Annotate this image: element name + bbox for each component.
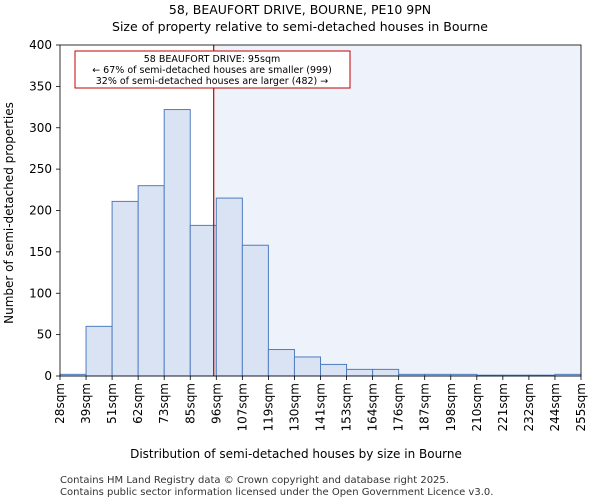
x-tick-label: 107sqm bbox=[235, 383, 249, 431]
bar-141sqm bbox=[320, 363, 348, 377]
x-axis-label: Distribution of semi-detached houses by … bbox=[130, 447, 462, 461]
chart-title: 58, BEAUFORT DRIVE, BOURNE, PE10 9PN bbox=[169, 2, 431, 17]
annotation-box bbox=[74, 50, 351, 89]
y-axis-label: Number of semi-detached properties bbox=[2, 102, 16, 324]
x-tick-label: 85sqm bbox=[183, 383, 197, 424]
x-tick-label: 62sqm bbox=[131, 383, 145, 424]
footer-line-2: Contains public sector information licen… bbox=[60, 487, 493, 498]
x-tick-label: 176sqm bbox=[392, 383, 406, 431]
x-tick-label: 255sqm bbox=[574, 383, 588, 431]
bar-62sqm bbox=[137, 185, 165, 377]
x-tick-label: 164sqm bbox=[366, 383, 380, 431]
annotation-title: 58 BEAUFORT DRIVE: 95sqm bbox=[144, 54, 281, 65]
bar-107sqm bbox=[241, 244, 269, 377]
x-tick-label: 153sqm bbox=[340, 383, 354, 431]
annotation-larger: 32% of semi-detached houses are larger (… bbox=[96, 76, 329, 87]
chart-subtitle: Size of property relative to semi-detach… bbox=[112, 19, 488, 34]
bar-73sqm bbox=[163, 109, 191, 377]
x-tick-label: 141sqm bbox=[314, 383, 328, 431]
y-tick-label: 0 bbox=[44, 369, 52, 383]
bar-153sqm bbox=[346, 368, 374, 377]
footer-line-1: Contains HM Land Registry data © Crown c… bbox=[60, 475, 449, 486]
larger-region-shading bbox=[213, 45, 581, 376]
y-tick-label: 200 bbox=[29, 204, 52, 218]
x-tick-label: 210sqm bbox=[470, 383, 484, 431]
bar-85sqm bbox=[189, 224, 217, 377]
y-tick-label: 300 bbox=[29, 121, 52, 135]
bar-130sqm bbox=[293, 356, 322, 377]
x-tick-label: 96sqm bbox=[209, 383, 223, 424]
bar-164sqm bbox=[372, 368, 400, 377]
x-tick-label: 244sqm bbox=[548, 383, 562, 431]
x-tick-label: 221sqm bbox=[496, 383, 510, 431]
bar-39sqm bbox=[85, 325, 113, 377]
x-tick-label: 39sqm bbox=[79, 383, 93, 424]
annotation-smaller: ← 67% of semi-detached houses are smalle… bbox=[92, 65, 332, 76]
x-tick-label: 28sqm bbox=[53, 383, 67, 424]
x-tick-label: 198sqm bbox=[444, 383, 458, 431]
y-tick-label: 400 bbox=[29, 38, 52, 52]
y-tick-label: 350 bbox=[29, 79, 52, 93]
y-tick-label: 250 bbox=[29, 162, 52, 176]
x-tick-label: 119sqm bbox=[261, 383, 275, 431]
bar-96sqm bbox=[215, 197, 243, 377]
y-tick-label: 50 bbox=[37, 328, 52, 342]
x-tick-label: 51sqm bbox=[105, 383, 119, 424]
bar-51sqm bbox=[111, 200, 139, 377]
x-tick-label: 130sqm bbox=[287, 383, 301, 431]
bar-119sqm bbox=[267, 349, 295, 377]
x-tick-label: 187sqm bbox=[418, 383, 432, 431]
x-tick-label: 73sqm bbox=[157, 383, 171, 424]
x-tick-label: 232sqm bbox=[522, 383, 536, 431]
y-tick-label: 100 bbox=[29, 286, 52, 300]
y-tick-label: 150 bbox=[29, 245, 52, 259]
